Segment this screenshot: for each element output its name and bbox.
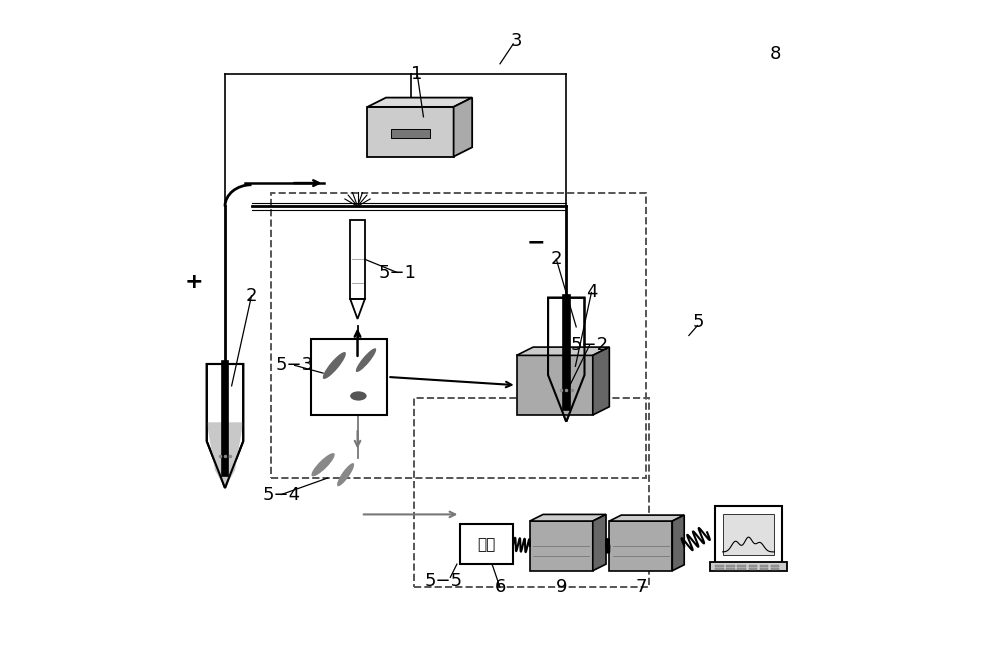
Text: 8: 8 (769, 45, 781, 63)
Bar (563, 295, 570, 410)
Polygon shape (207, 422, 243, 488)
Polygon shape (715, 506, 782, 566)
Polygon shape (748, 565, 757, 567)
Text: 接口: 接口 (478, 537, 496, 552)
Text: 7: 7 (635, 578, 647, 597)
Polygon shape (748, 568, 757, 570)
Polygon shape (723, 514, 774, 554)
Bar (311, 339, 387, 415)
Polygon shape (517, 356, 593, 415)
Polygon shape (207, 364, 243, 488)
Polygon shape (726, 565, 735, 567)
Bar (222, 361, 228, 476)
Text: +: + (185, 272, 203, 293)
Polygon shape (715, 565, 724, 567)
Polygon shape (350, 299, 365, 319)
Text: 4: 4 (586, 283, 597, 301)
Polygon shape (367, 97, 472, 107)
Polygon shape (548, 356, 584, 421)
Polygon shape (771, 568, 779, 570)
Text: 5−1: 5−1 (378, 264, 416, 282)
Polygon shape (548, 298, 584, 421)
Polygon shape (593, 515, 606, 571)
Text: 6: 6 (494, 578, 506, 597)
Ellipse shape (311, 453, 335, 476)
Text: 5−5: 5−5 (425, 572, 463, 590)
Text: 5−3: 5−3 (276, 356, 314, 374)
Text: 1: 1 (411, 64, 423, 83)
Polygon shape (771, 565, 779, 567)
Ellipse shape (356, 348, 376, 372)
Bar (460, 524, 513, 564)
Polygon shape (530, 515, 606, 521)
Polygon shape (609, 515, 684, 521)
Ellipse shape (337, 463, 354, 486)
Ellipse shape (323, 352, 346, 379)
Polygon shape (715, 568, 724, 570)
Polygon shape (760, 568, 768, 570)
Text: 5−2: 5−2 (570, 336, 609, 354)
Polygon shape (367, 107, 454, 156)
Polygon shape (672, 515, 684, 571)
Polygon shape (737, 565, 746, 567)
Text: 5: 5 (693, 313, 705, 331)
Polygon shape (593, 347, 609, 415)
Polygon shape (517, 347, 609, 356)
Bar (350, 219, 365, 299)
Polygon shape (710, 562, 787, 571)
Polygon shape (760, 565, 768, 567)
Polygon shape (726, 568, 735, 570)
Text: 2: 2 (246, 287, 257, 305)
Polygon shape (391, 129, 430, 138)
Text: 2: 2 (551, 250, 562, 268)
Polygon shape (609, 521, 672, 571)
Polygon shape (737, 568, 746, 570)
Text: −: − (527, 233, 546, 253)
Ellipse shape (350, 391, 367, 401)
Text: 9: 9 (556, 578, 567, 597)
Polygon shape (454, 97, 472, 156)
Polygon shape (530, 521, 593, 571)
Text: 5−4: 5−4 (262, 486, 300, 503)
Text: 3: 3 (511, 32, 522, 50)
